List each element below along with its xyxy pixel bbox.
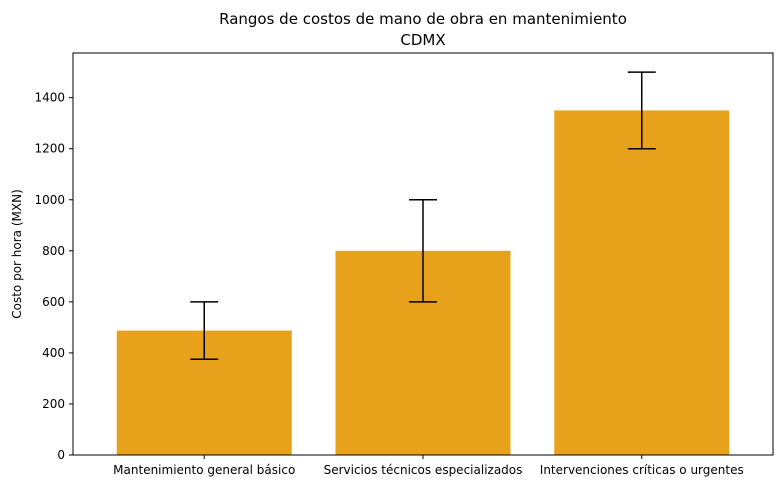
y-tick-label-0: 0	[57, 448, 65, 462]
y-tick-label-2: 400	[42, 346, 65, 360]
y-axis-label: Costo por hora (MXN)	[10, 189, 24, 319]
bar-3	[554, 110, 730, 455]
chart-title: Rangos de costos de mano de obra en mant…	[219, 10, 627, 28]
errorbars-group	[190, 71, 656, 361]
x-tick-label-2: Servicios técnicos especializados	[324, 463, 523, 477]
chart-subtitle: CDMX	[400, 31, 445, 49]
x-tick-label-1: Mantenimiento general básico	[113, 463, 295, 477]
y-tick-label-4: 800	[42, 244, 65, 258]
plot-frame	[72, 52, 774, 456]
y-tick-label-3: 600	[42, 295, 65, 309]
y-ticks-group: 0 200 400 600 800 1000 1200 1400	[34, 91, 73, 462]
y-tick-label-5: 1000	[34, 193, 65, 207]
y-tick-label-7: 1400	[34, 91, 65, 105]
x-tick-label-3: Intervenciones críticas o urgentes	[540, 463, 744, 477]
y-tick-label-6: 1200	[34, 142, 65, 156]
bars-group	[116, 110, 730, 455]
x-ticks-group: Mantenimiento general básico Servicios té…	[113, 455, 744, 477]
y-tick-label-1: 200	[42, 397, 65, 411]
